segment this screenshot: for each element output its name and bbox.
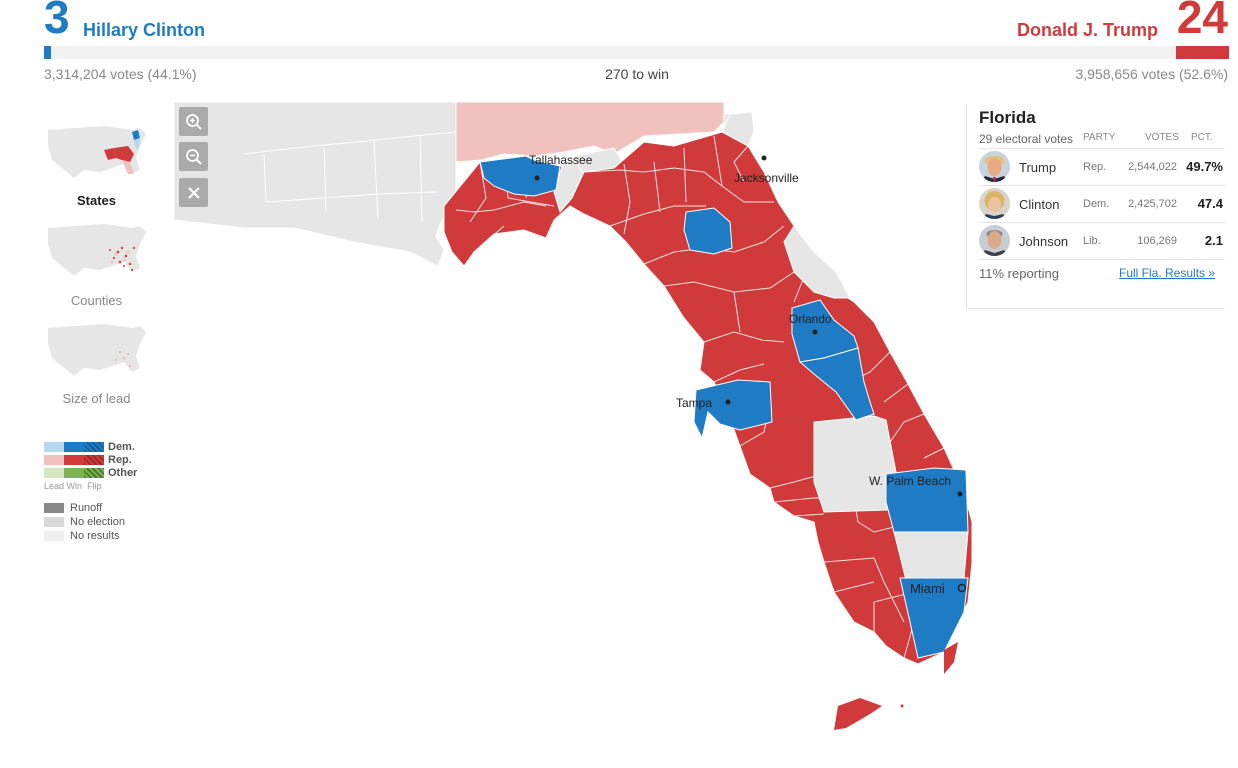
reset-button[interactable] (179, 178, 208, 207)
candidate-row-johnson: Johnson Lib. 106,269 2.1 (979, 222, 1225, 259)
candidate-votes: 2,544,022 (1128, 161, 1177, 173)
state-results-panel: Florida 29 electoral votes PARTY VOTES P… (966, 104, 1225, 309)
panel-header-pct: PCT. (1191, 132, 1213, 143)
trump-electoral-count: 24 (1176, 0, 1228, 43)
candidate-row-trump: Trump Rep. 2,544,022 49.7% (979, 148, 1225, 185)
legend-row-dem: Dem. (44, 440, 137, 453)
city-label-tampa: Tampa (676, 396, 713, 410)
counties-view-button[interactable] (44, 218, 149, 290)
candidate-name: Johnson (1019, 234, 1069, 249)
us-states-map-icon (48, 126, 146, 178)
city-label-jacksonville: Jacksonville (734, 171, 799, 185)
zoom-out-button[interactable] (179, 142, 208, 171)
trump-name: Donald J. Trump (1016, 20, 1158, 40)
panel-header-party: PARTY (1083, 132, 1116, 143)
zoom-out-icon (185, 148, 202, 165)
candidate-party: Lib. (1083, 235, 1101, 247)
legend-row-other: Other (44, 466, 137, 479)
legend-no-results: No results (44, 529, 137, 543)
clinton-name: Hillary Clinton (83, 20, 206, 40)
johnson-avatar (979, 225, 1010, 256)
candidate-party: Dem. (1083, 198, 1110, 210)
candidate-votes: 106,269 (1137, 235, 1177, 247)
electoral-bar-dem (44, 46, 51, 59)
clinton-popular-votes: 3,314,204 votes (44.1%) (44, 66, 197, 82)
us-counties-map-icon (48, 224, 146, 276)
candidate-name: Trump (1019, 160, 1057, 175)
trump-avatar (979, 151, 1010, 182)
us-size-of-lead-map-icon (48, 324, 146, 376)
candidate-row-clinton: Clinton Dem. 2,425,702 47.4 (979, 185, 1225, 222)
city-label-miami: Miami (910, 581, 945, 596)
electoral-bar (44, 46, 1229, 59)
legend-no-election: No election (44, 515, 137, 529)
panel-electoral-votes: 29 electoral votes (979, 132, 1074, 146)
states-view-label[interactable]: States (76, 193, 117, 208)
candidate-pct: 2.1 (1204, 233, 1223, 248)
panel-header-votes: VOTES (1145, 132, 1179, 143)
electoral-bar-rep (1176, 46, 1229, 59)
panel-state-name: Florida (979, 108, 1036, 127)
reporting-status: 11% reporting (979, 266, 1059, 281)
full-results-link[interactable]: Full Fla. Results » (1119, 266, 1216, 280)
to-win-label: 270 to win (605, 66, 669, 82)
states-view-button[interactable] (44, 120, 149, 190)
counties-view-label[interactable]: Counties (70, 293, 123, 308)
panel-divider (979, 259, 1225, 261)
size-of-lead-view-button[interactable] (44, 318, 149, 388)
zoom-in-button[interactable] (179, 107, 208, 136)
clinton-electoral-count: 3 (44, 0, 70, 43)
candidate-pct: 49.7% (1186, 159, 1223, 174)
close-icon (187, 186, 200, 199)
city-label-tallahassee: Tallahassee (529, 153, 593, 167)
candidate-pct: 47.4 (1197, 196, 1223, 211)
candidate-name: Clinton (1019, 197, 1060, 212)
city-label-west-palm-beach: W. Palm Beach (869, 474, 952, 488)
florida-county-map[interactable] (174, 102, 1224, 768)
candidate-votes: 2,425,702 (1128, 198, 1177, 210)
clinton-avatar (979, 188, 1010, 219)
legend-sublabels: Lead Win Flip (44, 481, 102, 491)
candidate-party: Rep. (1083, 161, 1107, 173)
legend-row-rep: Rep. (44, 453, 137, 466)
legend: Dem. Rep. Other Lead Win Flip Runoff No … (44, 440, 137, 543)
city-label-orlando: Orlando (789, 312, 832, 326)
zoom-in-icon (185, 113, 202, 130)
legend-runoff: Runoff (44, 501, 137, 515)
trump-popular-votes: 3,958,656 votes (52.6%) (1075, 66, 1228, 82)
size-of-lead-view-label[interactable]: Size of lead (62, 391, 131, 406)
